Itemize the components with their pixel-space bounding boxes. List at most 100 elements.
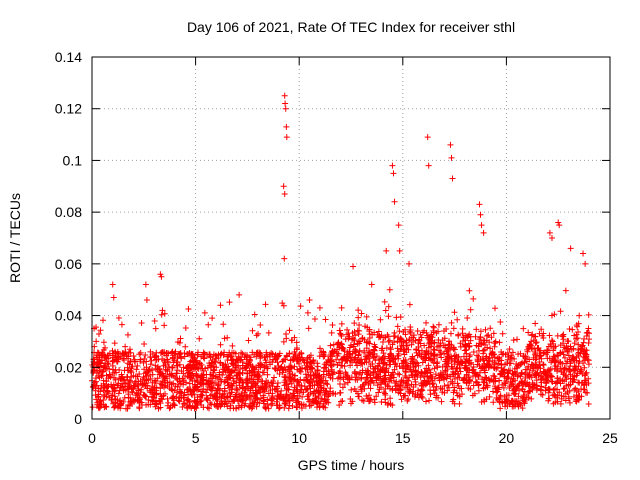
noise-point xyxy=(496,377,503,384)
noise-point xyxy=(181,400,188,407)
noise-point xyxy=(262,405,269,412)
noise-point xyxy=(532,320,539,327)
noise-point xyxy=(361,359,368,366)
noise-point xyxy=(380,389,387,396)
noise-point xyxy=(367,349,374,356)
noise-point xyxy=(179,404,186,411)
noise-point xyxy=(275,393,282,400)
noise-point xyxy=(474,356,481,363)
noise-point xyxy=(124,405,131,412)
data-point xyxy=(389,162,396,169)
noise-point xyxy=(111,357,118,364)
noise-point xyxy=(203,371,210,378)
noise-point xyxy=(307,359,314,366)
noise-point xyxy=(102,344,109,351)
noise-point xyxy=(290,390,297,397)
noise-point xyxy=(148,357,155,364)
noise-point xyxy=(523,358,530,365)
noise-point xyxy=(199,392,206,399)
noise-point xyxy=(414,328,421,335)
noise-point xyxy=(316,378,323,385)
noise-point xyxy=(111,388,118,395)
noise-point xyxy=(459,325,466,332)
noise-point xyxy=(200,377,207,383)
noise-point xyxy=(394,323,401,330)
noise-point xyxy=(497,405,504,412)
data-point xyxy=(580,250,587,257)
noise-point xyxy=(138,386,145,393)
noise-point xyxy=(464,315,471,322)
noise-point xyxy=(470,295,477,302)
noise-point xyxy=(114,382,121,389)
noise-point xyxy=(373,393,380,400)
noise-point xyxy=(432,371,439,378)
noise-point xyxy=(305,325,312,332)
noise-point xyxy=(251,366,258,373)
noise-point xyxy=(356,357,363,364)
noise-point xyxy=(516,387,523,394)
noise-point xyxy=(126,383,133,390)
noise-point xyxy=(333,356,340,363)
noise-point xyxy=(538,373,545,380)
noise-point xyxy=(431,365,438,372)
noise-point xyxy=(293,346,300,353)
noise-point xyxy=(220,351,227,358)
noise-point xyxy=(479,364,486,371)
noise-point xyxy=(370,379,377,386)
noise-point xyxy=(96,402,103,409)
noise-point xyxy=(322,316,329,323)
noise-point xyxy=(115,390,122,397)
noise-point xyxy=(218,350,225,357)
noise-point xyxy=(176,398,183,405)
noise-point xyxy=(525,329,532,336)
noise-point xyxy=(519,405,526,412)
noise-point xyxy=(487,345,494,352)
noise-point xyxy=(582,377,589,384)
noise-point xyxy=(185,396,192,403)
noise-point xyxy=(318,395,325,402)
noise-point xyxy=(291,372,298,379)
noise-point xyxy=(550,386,557,393)
noise-point xyxy=(441,335,448,342)
noise-point xyxy=(522,371,529,378)
noise-point xyxy=(433,360,440,367)
noise-point xyxy=(164,356,171,363)
noise-point xyxy=(231,367,238,374)
noise-point xyxy=(221,401,228,408)
noise-point xyxy=(425,334,432,341)
grid-lines xyxy=(92,57,610,419)
noise-point xyxy=(232,350,239,357)
noise-point xyxy=(397,314,404,321)
noise-point xyxy=(234,386,241,393)
noise-point xyxy=(238,402,245,409)
chart-title: Day 106 of 2021, Rate Of TEC Index for r… xyxy=(187,19,515,35)
noise-point xyxy=(571,386,578,393)
noise-point xyxy=(556,389,563,396)
noise-point xyxy=(498,371,505,378)
noise-point xyxy=(571,332,578,339)
noise-point xyxy=(166,363,173,370)
noise-point xyxy=(434,362,441,369)
noise-point xyxy=(249,363,256,370)
noise-point xyxy=(582,370,589,377)
noise-point xyxy=(524,348,531,355)
noise-point xyxy=(415,368,422,375)
noise-point xyxy=(361,349,368,356)
noise-point xyxy=(194,349,201,356)
noise-point xyxy=(221,335,228,342)
noise-point xyxy=(475,343,482,350)
noise-point xyxy=(280,338,287,345)
noise-point xyxy=(132,358,139,365)
noise-point xyxy=(147,348,154,355)
noise-point xyxy=(164,375,171,382)
noise-point xyxy=(533,382,540,389)
noise-point xyxy=(94,361,101,368)
noise-point xyxy=(381,298,388,305)
noise-point xyxy=(304,309,311,316)
noise-point xyxy=(336,381,343,388)
noise-point xyxy=(435,328,442,335)
noise-point xyxy=(386,385,393,392)
noise-point xyxy=(201,309,208,316)
plot-frame xyxy=(91,56,611,420)
noise-point xyxy=(221,387,228,394)
